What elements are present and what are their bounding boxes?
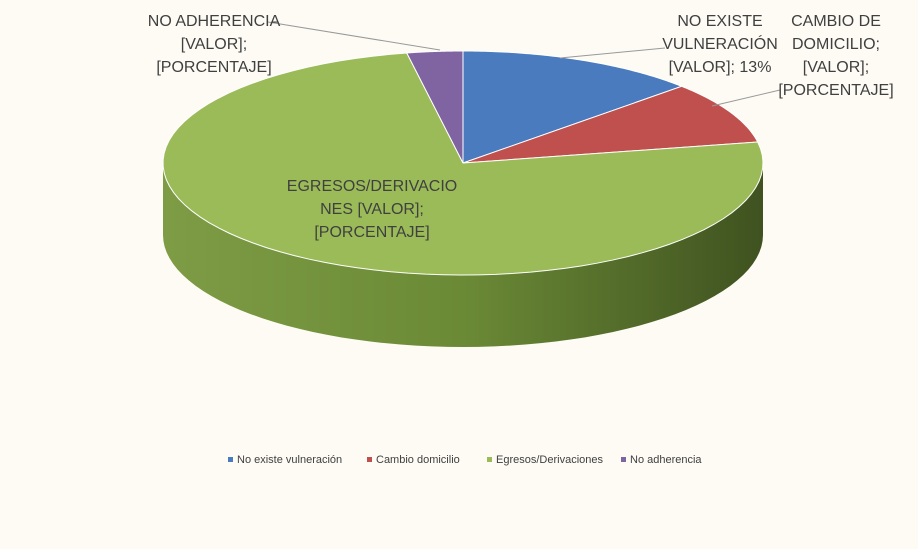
legend-label: Cambio domicilio xyxy=(376,454,460,466)
data-label: [PORCENTAJE] xyxy=(778,82,893,99)
data-label: NO ADHERENCIA xyxy=(148,13,281,30)
leader-line xyxy=(268,22,440,50)
data-label: [PORCENTAJE] xyxy=(314,224,429,241)
data-label: DOMICILIO; xyxy=(792,36,880,53)
chart: NO EXISTE VULNERACIÓN [VALOR]; 13% CAMBIO D… xyxy=(0,0,918,549)
legend-marker xyxy=(621,457,626,462)
legend-label: No adherencia xyxy=(630,454,702,466)
data-label: [PORCENTAJE] xyxy=(156,59,271,76)
legend-marker xyxy=(228,457,233,462)
data-label: NO EXISTE xyxy=(677,13,762,30)
data-label: [VALOR]; 13% xyxy=(669,59,772,76)
legend-marker xyxy=(487,457,492,462)
legend-label: No existe vulneración xyxy=(237,454,342,466)
leader-line xyxy=(560,48,665,58)
leader-line xyxy=(712,90,780,106)
data-label: CAMBIO DE xyxy=(791,13,881,30)
data-label: [VALOR]; xyxy=(181,36,247,53)
data-label: NES [VALOR]; xyxy=(320,201,424,218)
pie xyxy=(163,51,763,347)
legend: No existe vulneración Cambio domicilio Egr… xyxy=(228,454,702,466)
legend-label: Egresos/Derivaciones xyxy=(496,454,603,466)
legend-marker xyxy=(367,457,372,462)
data-label: VULNERACIÓN xyxy=(662,34,778,53)
data-label: EGRESOS/DERIVACIO xyxy=(287,178,457,195)
data-label: [VALOR]; xyxy=(803,59,869,76)
